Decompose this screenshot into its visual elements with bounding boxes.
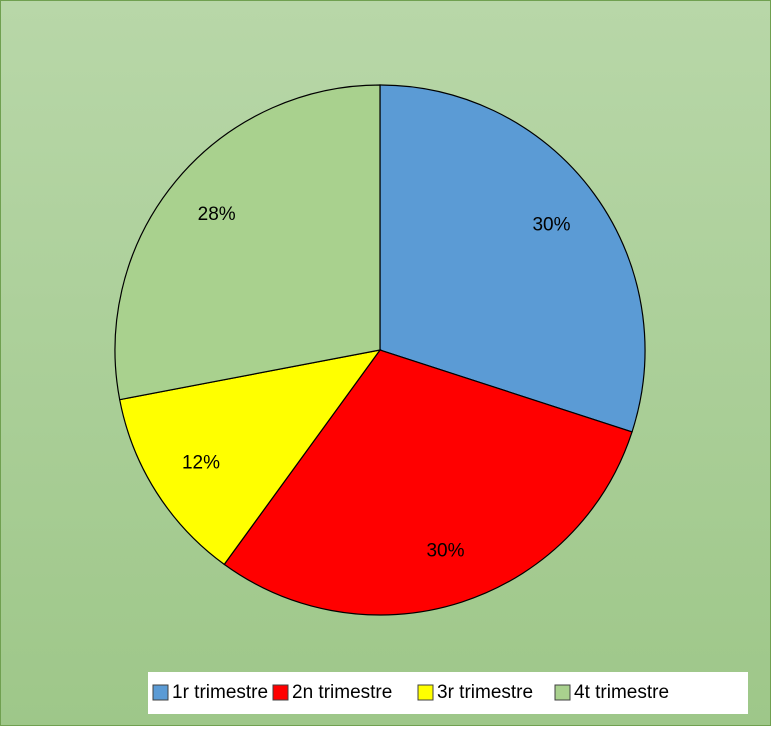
pie-slice [223, 349, 633, 616]
pie-slice [118, 349, 382, 566]
data-label: 30% [532, 214, 570, 235]
data-label: 30% [426, 541, 464, 562]
legend-swatch [272, 684, 289, 701]
legend-swatch [152, 684, 169, 701]
legend-label: 1r trimestre [172, 682, 268, 703]
legend-box [148, 672, 748, 714]
legend-label: 4t trimestre [574, 682, 669, 703]
legend-swatch [417, 684, 434, 701]
data-label: 28% [198, 204, 236, 225]
pie-slice [379, 84, 646, 433]
legend-swatch [554, 684, 571, 701]
legend-label: 3r trimestre [437, 682, 533, 703]
pie-slice [114, 84, 381, 401]
legend-label: 2n trimestre [292, 682, 392, 703]
data-label: 12% [182, 453, 220, 474]
